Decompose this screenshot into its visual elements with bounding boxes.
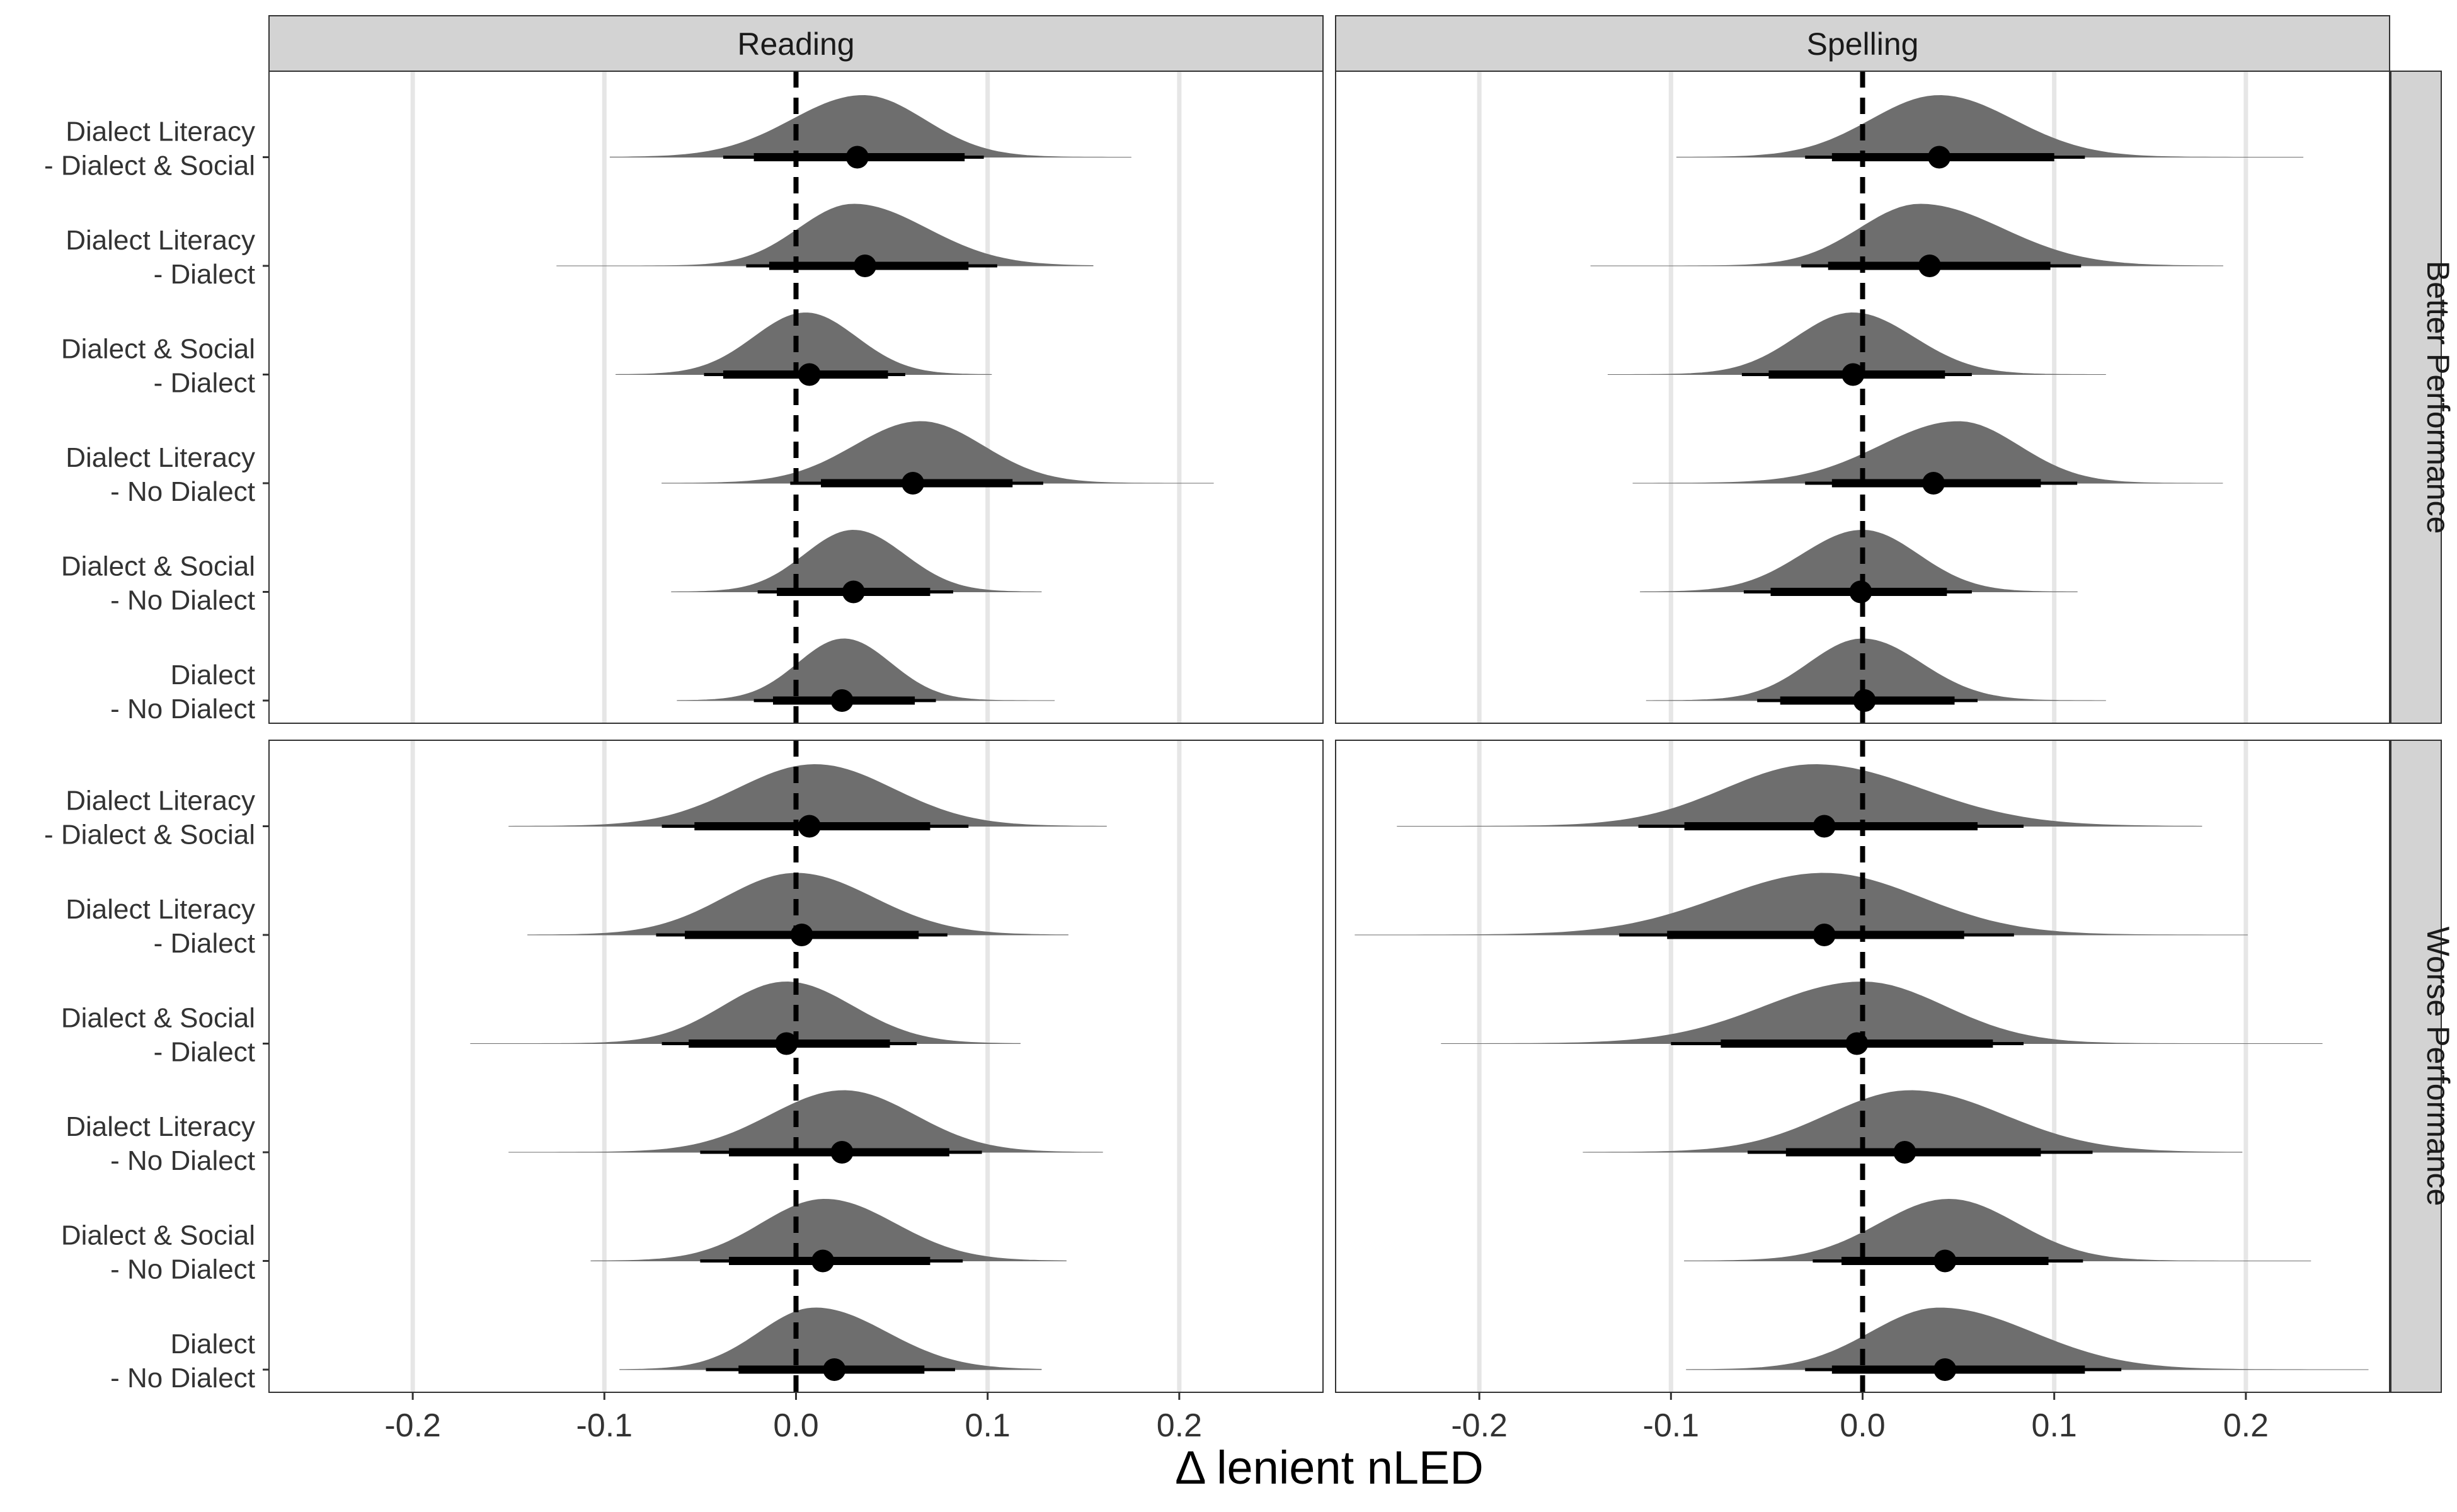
density-curve bbox=[556, 203, 1094, 266]
point-estimate bbox=[830, 689, 854, 712]
facet-label-better-performance: Better Performance bbox=[2420, 261, 2456, 534]
x-tick-label: -0.1 bbox=[1643, 1407, 1700, 1444]
density-curve bbox=[671, 529, 1042, 592]
point-estimate bbox=[790, 924, 813, 946]
density-curve bbox=[1607, 312, 2106, 375]
y-tick-label: Dialect & Social - Dialect bbox=[61, 334, 255, 399]
point-estimate bbox=[798, 363, 821, 386]
y-tick-label: Dialect Literacy - Dialect & Social bbox=[44, 117, 255, 181]
panel-frame bbox=[268, 71, 1324, 724]
x-tick-label: -0.2 bbox=[384, 1407, 441, 1444]
point-estimate bbox=[1853, 689, 1876, 712]
density-curve bbox=[1684, 1198, 2311, 1261]
x-tick-label: 0.2 bbox=[1157, 1407, 1202, 1444]
density-curve bbox=[677, 638, 1055, 701]
y-tick-label: Dialect - No Dialect bbox=[110, 660, 255, 724]
density-curve bbox=[1646, 638, 2106, 701]
density-curve bbox=[1632, 421, 2223, 484]
y-tick-label: Dialect Literacy - Dialect bbox=[66, 894, 255, 959]
point-estimate bbox=[845, 146, 869, 169]
point-estimate bbox=[1813, 924, 1836, 946]
point-estimate bbox=[1845, 1032, 1869, 1055]
panel-frame bbox=[1335, 71, 2390, 724]
y-tick-label: Dialect Literacy - Dialect & Social bbox=[44, 786, 255, 850]
facet-label-reading: Reading bbox=[737, 26, 854, 62]
y-tick-label: Dialect & Social - Dialect bbox=[61, 1003, 255, 1068]
point-estimate bbox=[1933, 1358, 1957, 1381]
density-curve bbox=[1590, 203, 2223, 266]
density-curve bbox=[609, 94, 1131, 158]
density-curve bbox=[1397, 764, 2202, 827]
x-tick-label: 0.1 bbox=[965, 1407, 1011, 1444]
point-estimate bbox=[823, 1358, 846, 1381]
density-curve bbox=[508, 1090, 1103, 1153]
x-tick-label: -0.2 bbox=[1451, 1407, 1508, 1444]
facet-strip-reading bbox=[268, 15, 1324, 72]
point-estimate bbox=[1922, 472, 1945, 495]
y-tick-label: Dialect Literacy - No Dialect bbox=[66, 442, 255, 507]
x-axis-title: Δ lenient nLED bbox=[1175, 1441, 1484, 1494]
point-estimate bbox=[830, 1141, 854, 1164]
point-estimate bbox=[854, 255, 877, 277]
point-estimate bbox=[902, 472, 925, 495]
x-tick-label: 0.0 bbox=[1840, 1407, 1885, 1444]
point-estimate bbox=[775, 1032, 798, 1055]
facet-label-worse-performance: Worse Performance bbox=[2420, 927, 2456, 1206]
facet-strip-worse-performance bbox=[2390, 740, 2442, 1393]
x-tick-label: 0.0 bbox=[773, 1407, 818, 1444]
density-curve bbox=[662, 421, 1214, 484]
density-curve bbox=[1686, 1307, 2369, 1370]
density-curve bbox=[619, 1307, 1042, 1370]
density-curve bbox=[1676, 94, 2304, 158]
point-estimate bbox=[842, 580, 865, 604]
density-curve bbox=[1441, 981, 2323, 1044]
y-tick-label: Dialect Literacy - No Dialect bbox=[66, 1111, 255, 1176]
point-estimate bbox=[1893, 1141, 1916, 1164]
y-tick-label: Dialect Literacy - Dialect bbox=[66, 225, 255, 290]
point-estimate bbox=[1928, 146, 1951, 169]
point-estimate bbox=[1918, 255, 1941, 277]
point-estimate bbox=[1813, 815, 1836, 838]
x-tick-label: 0.1 bbox=[2032, 1407, 2077, 1444]
point-estimate bbox=[1849, 580, 1872, 604]
x-tick-label: -0.1 bbox=[576, 1407, 633, 1444]
density-curve bbox=[616, 312, 992, 375]
y-tick-label: Dialect & Social - No Dialect bbox=[61, 1220, 255, 1285]
density-curve bbox=[1583, 1090, 2243, 1153]
x-tick-label: 0.2 bbox=[2223, 1407, 2269, 1444]
density-curve bbox=[470, 981, 1021, 1044]
density-curve bbox=[508, 764, 1107, 827]
y-tick-label: Dialect & Social - No Dialect bbox=[61, 551, 255, 616]
y-tick-label: Dialect - No Dialect bbox=[110, 1329, 255, 1394]
point-estimate bbox=[798, 815, 821, 838]
facet-strip-spelling bbox=[1335, 15, 2390, 72]
facet-strip-better-performance bbox=[2390, 71, 2442, 724]
density-curve bbox=[590, 1198, 1067, 1261]
point-estimate bbox=[1933, 1249, 1957, 1273]
point-estimate bbox=[1841, 363, 1865, 386]
point-estimate bbox=[811, 1249, 835, 1273]
facet-label-spelling: Spelling bbox=[1807, 26, 1919, 62]
density-curve bbox=[1354, 873, 2248, 936]
